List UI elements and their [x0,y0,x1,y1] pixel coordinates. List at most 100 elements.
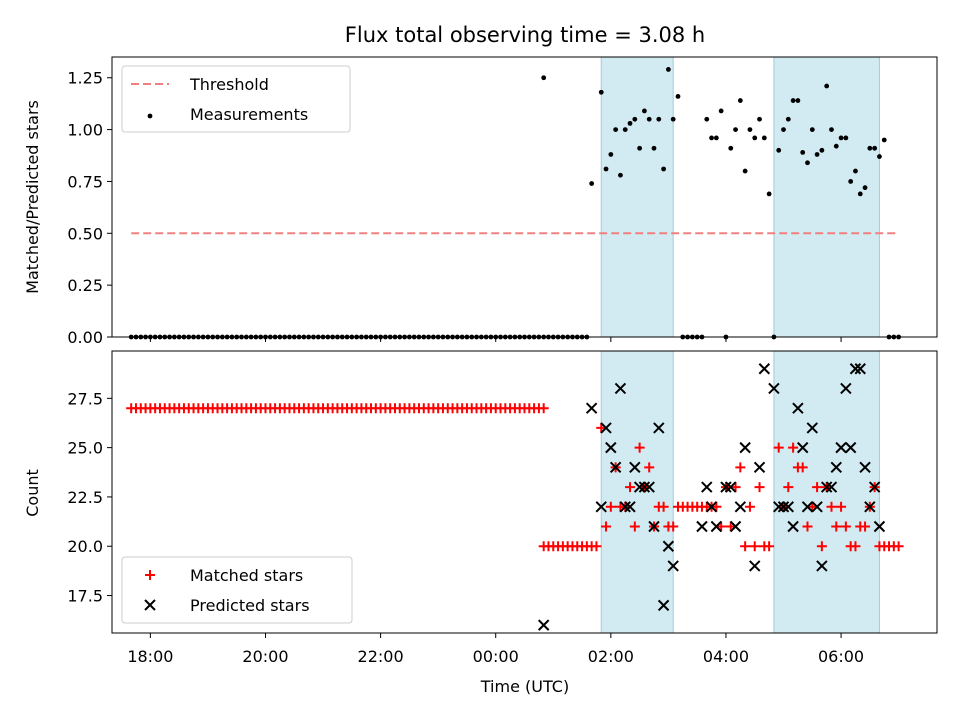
predicted-star-marker [648,520,660,533]
predicted-star-marker [653,422,665,434]
measurement-point [881,137,887,143]
measurement-point [795,98,801,103]
predicted-star-marker [806,422,818,434]
predicted-star-marker [638,481,651,493]
predicted-star-marker [768,382,780,395]
measurement-point [728,145,734,151]
matched-star-marker [711,501,722,512]
measurement-point [819,147,825,153]
measurement-point [867,145,873,151]
matched-star-marker [740,541,751,552]
legend: Threshold Measurements [121,65,351,133]
predicted-star-marker [873,520,886,533]
matched-star-marker [850,541,861,552]
matched-star-marker [807,501,818,512]
predicted-star-marker [629,461,641,474]
predicted-star-marker [710,520,723,533]
measurement-point [809,127,815,132]
matched-star-marker [591,541,602,552]
matched-star-marker [625,482,636,493]
measurement-point [598,89,604,95]
predicted-star-marker [801,501,814,513]
predicted-star-marker [729,520,742,533]
predicted-star-marker [835,441,847,454]
measurement-point [632,116,638,122]
matched-star-marker [893,541,904,552]
matched-star-marker [735,462,746,473]
predicted-star-marker [720,481,732,493]
legend-measurement-swatch [147,113,153,119]
predicted-star-marker [864,501,876,513]
predicted-star-marker [849,363,862,375]
chart-title: Flux total observing time = 3.08 h [345,23,705,47]
predicted-star-marker [777,501,790,513]
measurement-point [848,179,854,184]
matched-star-marker [802,521,813,532]
y-tick-label: 22.5 [67,488,103,507]
axes-frame [111,350,938,634]
measurement-point [637,145,643,151]
matched-star-marker [658,501,669,512]
measurement-point [853,168,858,174]
matched-star-marker [754,482,765,493]
predicted-star-marker [725,481,737,493]
matched-star-marker [840,521,851,532]
matched-star-marker [629,521,640,532]
y-tick-label: 17.5 [67,587,103,606]
predicted-star-marker [787,520,799,533]
matched-star-marker [816,541,827,552]
matched-star-marker [773,442,784,453]
measurement-point [675,94,681,99]
axes-frame [111,56,938,338]
matched-star-marker [797,462,808,473]
measurement-point [776,147,782,153]
measurement-point [656,116,662,122]
y-tick-label: 20.0 [67,537,103,556]
predicted-star-marker [667,560,679,572]
y-axis-label-top: Matched/Predicted stars [23,100,42,294]
legend-matched-swatch [145,570,155,580]
y-tick-label: 25.0 [67,439,103,458]
measurement-point [872,145,878,151]
measurement-point [627,120,633,126]
observing-interval-2 [773,56,880,338]
x-tick-label: 00:00 [473,647,519,666]
predicted-star-marker [605,441,617,454]
measurement-point [747,127,753,132]
predicted-star-marker [633,481,646,493]
measurement-point [824,83,830,89]
x-axis-label: Time (UTC) [480,677,569,696]
measurement-point [761,135,767,141]
predicted-star-marker [657,599,670,612]
predicted-star-marker [859,461,871,474]
predicted-star-marker [868,481,881,493]
measurement-point [622,127,628,132]
predicted-star-marker [830,461,842,474]
measurement-point [665,67,671,72]
x-tick-label: 22:00 [358,647,404,666]
measurement-point [757,116,762,122]
measurement-point [589,181,595,186]
y-tick-label: 27.5 [67,389,103,408]
matched-star-marker [826,501,837,512]
x-tick-label: 06:00 [818,647,864,666]
predicted-star-marker [739,441,751,454]
predicted-star-marker [595,501,607,513]
top-panel-flux-ratio: 0.00 0.25 0.50 0.75 1.00 1.25 Threshold Measure… [67,56,938,347]
measurement-point [814,152,820,157]
predicted-star-marker [662,540,675,552]
legend-label: Predicted stars [190,596,310,615]
y-tick-label: 1.00 [67,121,103,140]
measurement-point [642,108,647,114]
x-tick-label: 18:00 [127,647,173,666]
y-axis-label-bottom: Count [23,469,42,517]
measurement-point [704,116,710,122]
predicted-star-marker [854,363,866,375]
measurement-point [857,191,863,197]
measurement-point [661,166,666,172]
measurement-point [862,185,868,191]
legend-box [121,556,353,624]
y-tick-label: 0.00 [67,328,103,347]
predicted-star-marker [701,481,713,493]
y-tick-label: 1.25 [67,69,103,88]
